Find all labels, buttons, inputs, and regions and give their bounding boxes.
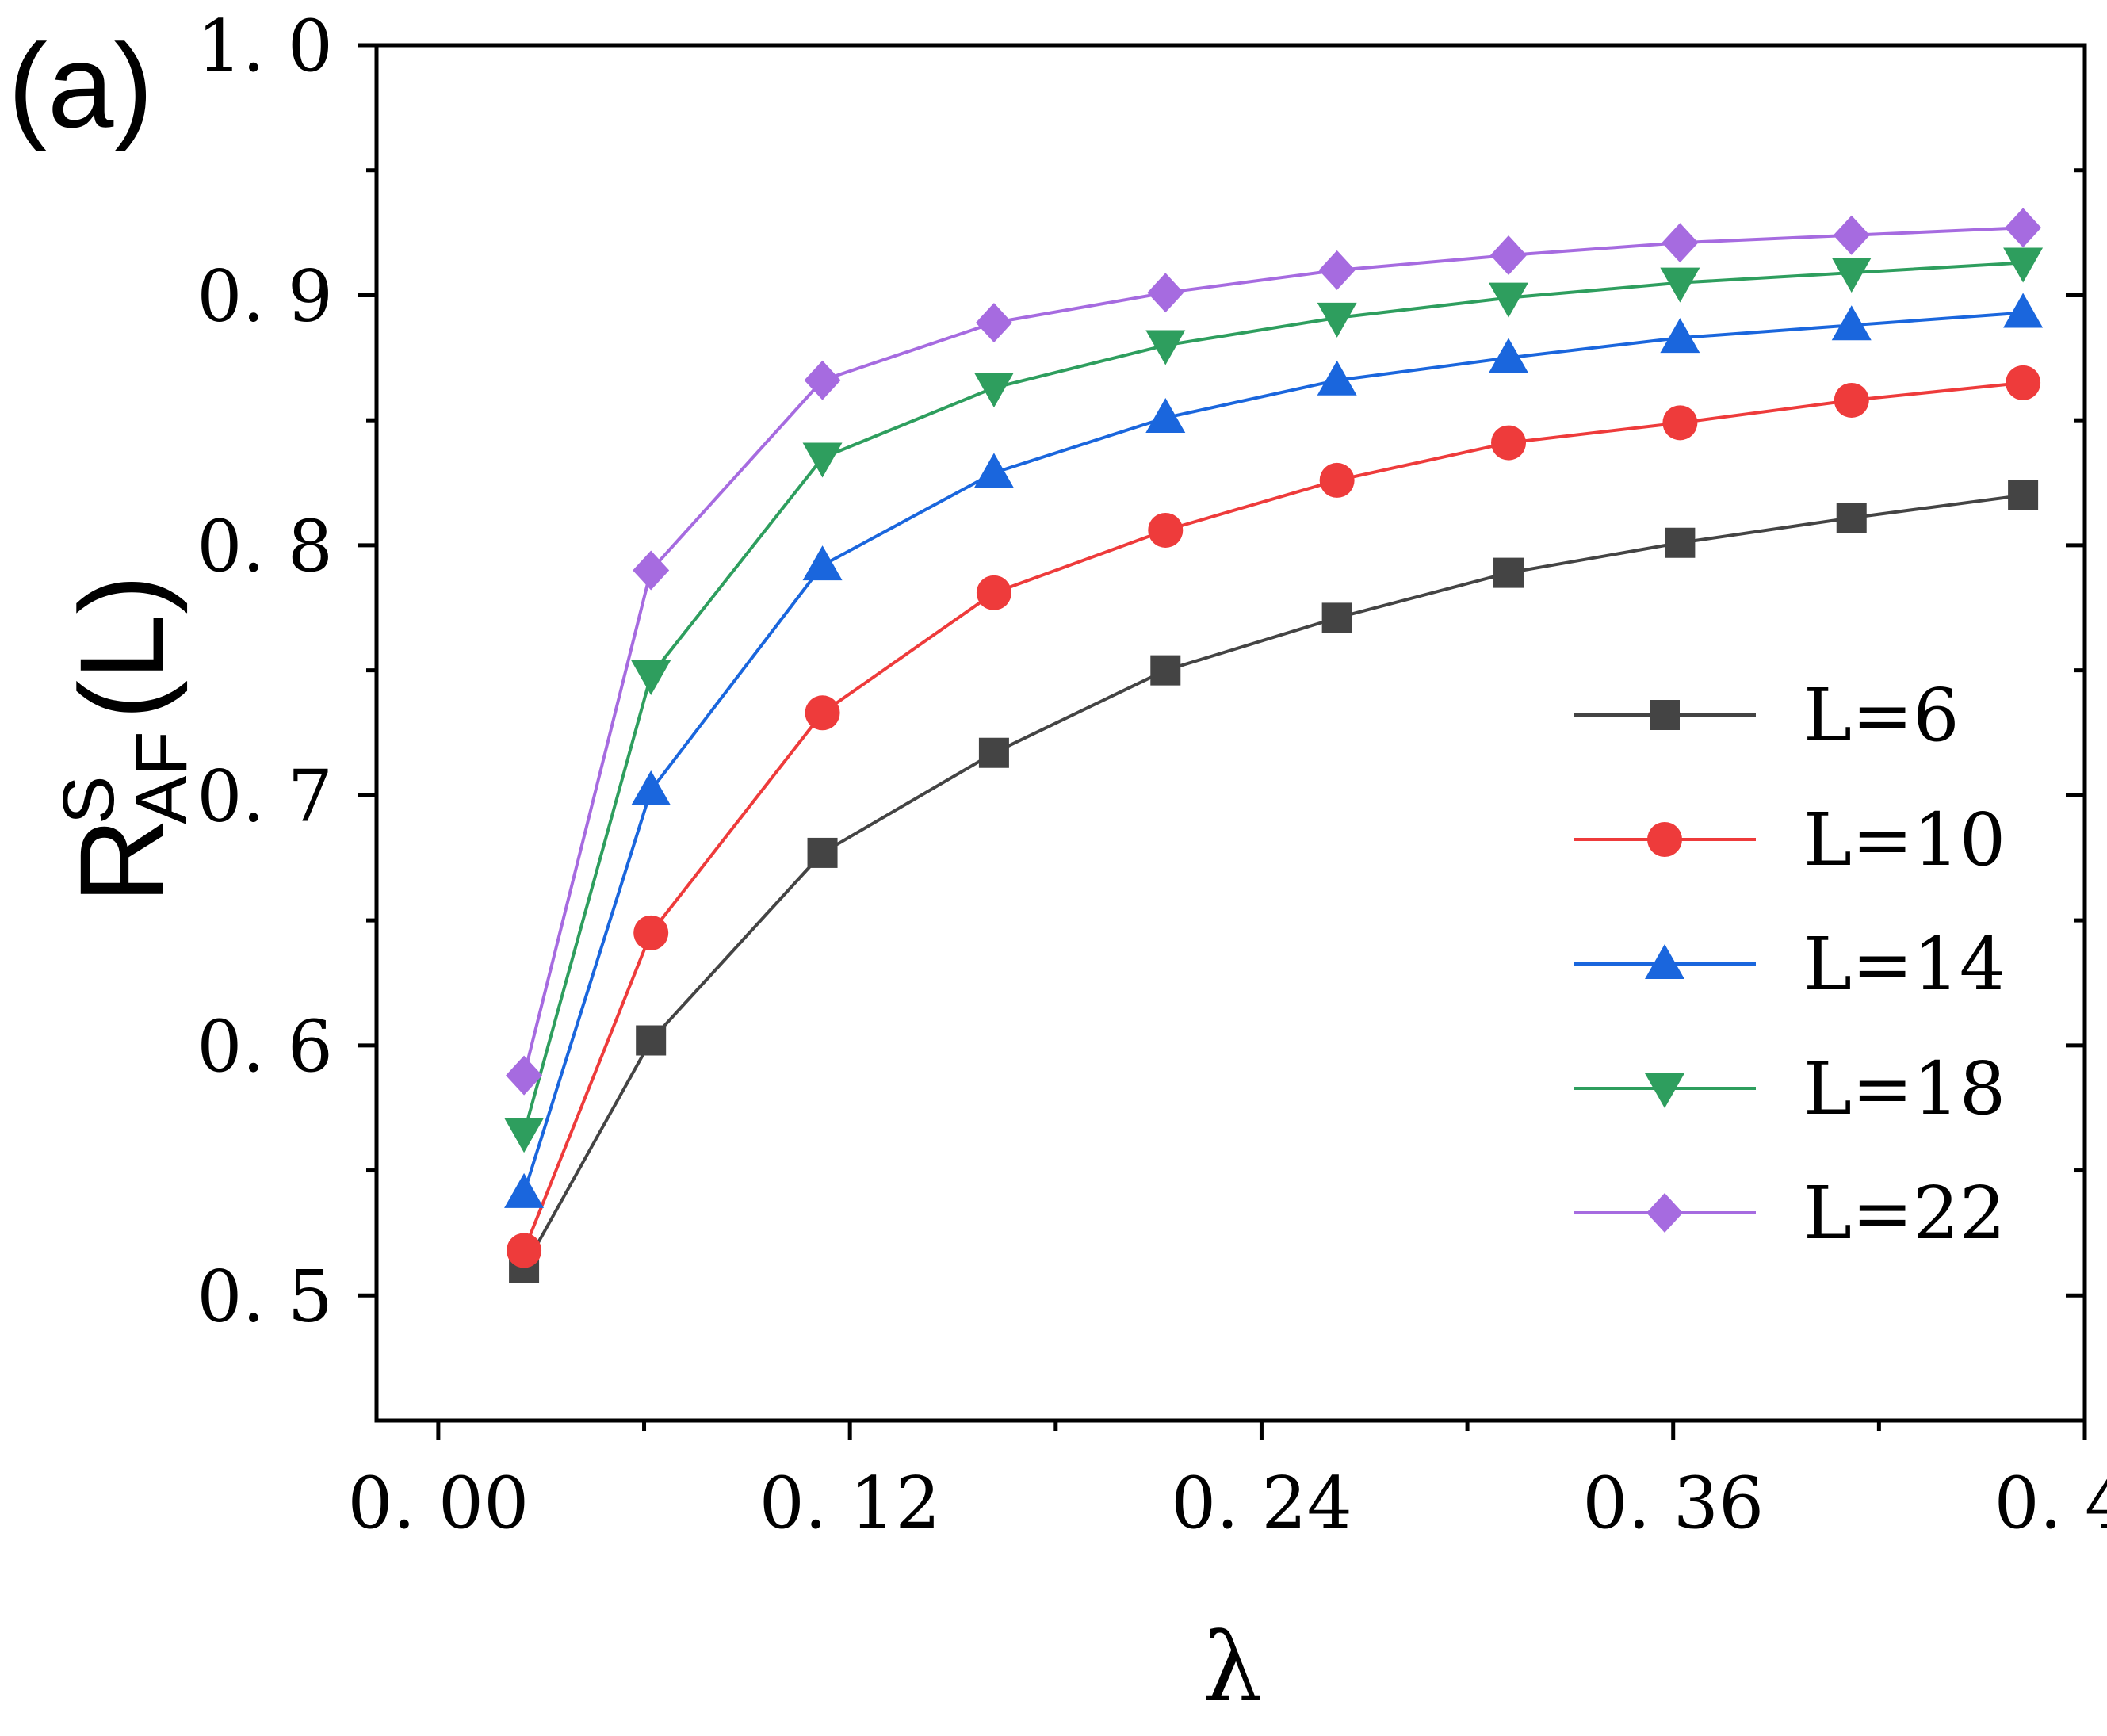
data-point-L=14-4 [1145,398,1186,434]
series-line-L=10 [522,380,2024,1252]
x-tick-label-3: 0. 36 [1582,1462,1764,1545]
data-point-L=18-6 [1489,282,1529,318]
data-point-L=14-2 [802,545,843,581]
data-point-L=18-1 [631,660,671,695]
data-point-L=14-6 [1489,338,1529,373]
legend-marker-L=14 [1645,944,1684,979]
axis-ticks [358,43,2087,1440]
y-tick-label-3: 0. 8 [197,505,333,588]
legend-marker-L=10 [1647,822,1682,857]
x-tick-label-0: 0. 00 [347,1462,529,1545]
legend-label-L=10: L=10 [1803,797,2006,882]
x-tick-label-1: 0. 12 [759,1462,941,1545]
data-point-L=10-9 [2006,365,2041,400]
data-point-L=22-9 [2005,208,2042,248]
data-point-L=14-8 [1831,305,1872,341]
data-point-L=22-2 [804,360,841,400]
data-point-L=22-1 [633,550,670,591]
legend-marker-L=18 [1645,1073,1684,1108]
data-point-L=18-3 [973,373,1014,408]
data-point-L=18-7 [1660,267,1700,303]
legend-label-L=14: L=14 [1803,922,2006,1007]
data-point-L=10-8 [1834,382,1869,418]
legend: L=6 L=10 L=14 L=18 L=22 [1574,673,2006,1256]
data-point-L=22-8 [1833,215,1870,255]
y-tick-label-0: 0. 5 [197,1255,333,1338]
data-point-L=6-7 [1665,527,1696,558]
data-point-L=6-8 [1836,503,1867,533]
legend-marker-L=22 [1646,1193,1683,1233]
y-tick-label-5: 1. 0 [197,5,333,88]
data-point-L=18-2 [802,442,843,478]
data-point-L=6-2 [807,837,838,868]
data-point-L=10-7 [1662,405,1698,441]
data-point-L=6-5 [1321,602,1352,633]
data-point-L=10-4 [1148,512,1184,548]
data-point-L=22-0 [506,1055,543,1096]
series-lines [522,226,2024,1269]
y-tick-label-4: 0. 9 [197,254,333,338]
data-point-L=10-5 [1319,462,1355,498]
data-point-L=10-0 [507,1233,542,1268]
data-point-L=10-2 [805,695,840,731]
data-point-L=22-6 [1490,235,1528,275]
legend-label-L=6: L=6 [1803,673,1960,758]
data-point-L=22-3 [975,303,1012,343]
x-axis-title: λ [1203,1613,1263,1723]
data-point-L=18-4 [1145,330,1186,365]
legend-marker-L=6 [1650,700,1680,730]
panel-label: (a) [8,19,153,152]
data-point-L=10-1 [633,915,669,950]
x-tick-label-2: 0. 24 [1171,1462,1352,1545]
data-point-L=14-0 [504,1172,545,1208]
data-point-L=6-3 [978,737,1009,768]
data-point-L=14-5 [1317,360,1357,396]
data-point-L=22-7 [1662,223,1699,263]
data-point-L=18-0 [504,1118,545,1153]
x-tick-label-4: 0. 48 [1994,1462,2107,1545]
y-tick-label-2: 0. 7 [197,755,333,838]
data-point-L=6-9 [2008,480,2039,510]
data-point-L=6-6 [1493,557,1524,588]
legend-label-L=18: L=18 [1803,1046,2006,1131]
data-point-L=6-4 [1150,655,1181,686]
data-point-L=18-8 [1831,258,1872,293]
plot-frame [374,43,2087,1423]
series-line-L=14 [522,311,2024,1194]
axis-tick-labels: 0. 00 0. 12 0. 24 0. 36 0. 48 0. 5 0. 6 0. 7 0. … [197,5,2107,1545]
series-line-L=18 [522,261,2024,1134]
series-markers [504,208,2044,1283]
y-axis-title-argument: (L) [55,575,188,720]
data-point-L=18-5 [1317,302,1357,338]
data-point-L=14-7 [1660,318,1700,354]
y-axis-title-main: R [55,818,188,904]
y-tick-label-1: 0. 6 [197,1005,333,1088]
data-point-L=22-5 [1318,250,1356,290]
y-axis-title: R S AF (L) [48,575,202,904]
data-point-L=14-9 [2003,293,2044,328]
data-point-L=10-6 [1491,425,1527,461]
legend-label-L=22: L=22 [1803,1171,2006,1256]
data-point-L=14-1 [631,770,671,806]
data-point-L=22-4 [1147,273,1184,313]
data-point-L=10-3 [976,575,1011,610]
plot-border [374,43,2087,1423]
y-axis-title-subscript: AF [121,731,202,824]
series-line-L=6 [522,493,2024,1269]
series-line-L=22 [522,226,2024,1076]
data-point-L=18-9 [2003,247,2044,283]
data-point-L=14-3 [973,453,1014,488]
data-point-L=6-1 [636,1025,667,1056]
y-axis-title-superscript: S [48,776,129,824]
